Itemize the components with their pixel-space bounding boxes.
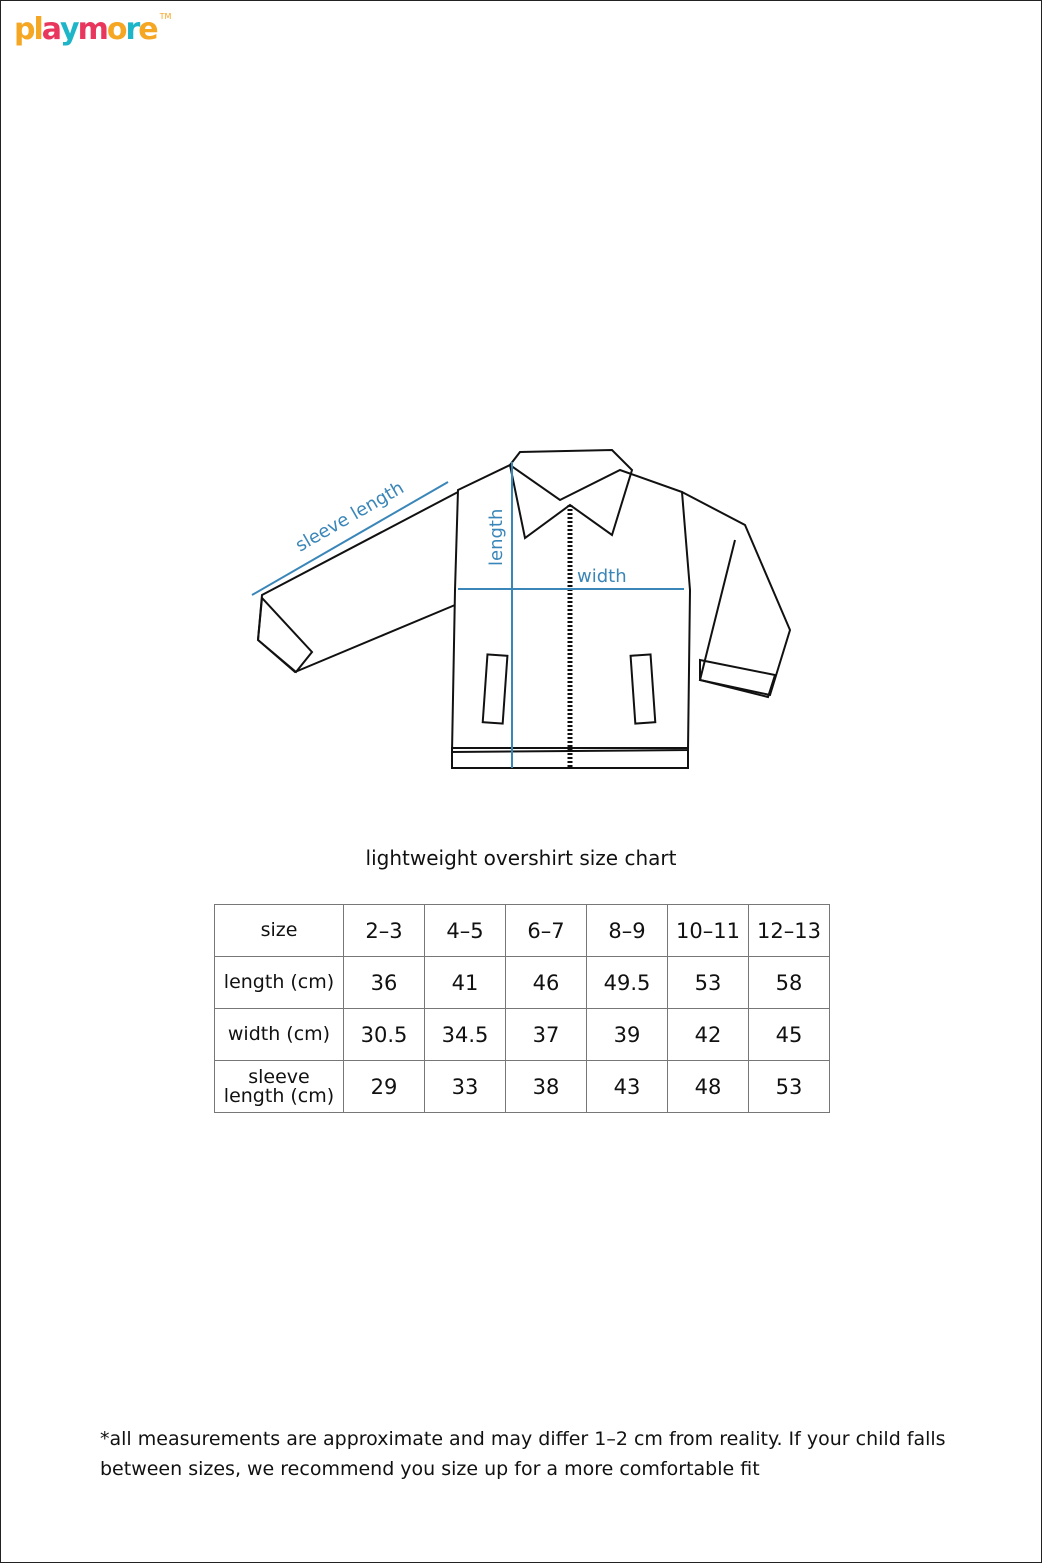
left-pocket <box>481 653 509 725</box>
size-cell: 12–13 <box>748 904 830 957</box>
table-cell: 42 <box>667 1008 749 1061</box>
table-cell: 53 <box>748 1060 830 1113</box>
size-cell: 4–5 <box>424 904 506 957</box>
table-cell: 33 <box>424 1060 506 1113</box>
size-cell: 2–3 <box>343 904 425 957</box>
table-header-row: size 2–3 4–5 6–7 8–9 10–11 12–13 <box>214 904 830 957</box>
size-cell: 10–11 <box>667 904 749 957</box>
table-cell: 49.5 <box>586 956 668 1009</box>
table-cell: 38 <box>505 1060 587 1113</box>
table-cell: 46 <box>505 956 587 1009</box>
table-cell: 43 <box>586 1060 668 1113</box>
table-cell: 39 <box>586 1008 668 1061</box>
logo-letter: o <box>106 12 128 47</box>
logo-letter: a <box>41 12 62 47</box>
table-cell: 29 <box>343 1060 425 1113</box>
row-label: sleeve length (cm) <box>214 1060 344 1113</box>
hem-band <box>451 747 689 769</box>
table-cell: 48 <box>667 1060 749 1113</box>
table-cell: 36 <box>343 956 425 1009</box>
logo-letter: y <box>60 12 80 47</box>
jacket-diagram: sleeve length length width <box>251 448 792 769</box>
table-cell: 53 <box>667 956 749 1009</box>
jacket-body <box>450 463 692 754</box>
size-cell: 6–7 <box>505 904 587 957</box>
sleeve-length-label: sleeve length <box>292 477 408 556</box>
logo-letter: p <box>14 12 36 47</box>
length-label: length <box>486 509 507 566</box>
logo-letter: m <box>77 12 109 47</box>
right-cuff <box>699 658 777 699</box>
logo-letter: r <box>125 12 140 47</box>
header-label: size <box>214 904 344 957</box>
table-row-width: width (cm) 30.5 34.5 37 39 42 45 <box>214 1008 830 1061</box>
table-cell: 41 <box>424 956 506 1009</box>
table-cell: 30.5 <box>343 1008 425 1061</box>
chart-title: lightweight overshirt size chart <box>365 846 677 870</box>
right-pocket <box>629 653 657 725</box>
logo-wrap: playmore TM <box>14 10 171 50</box>
size-chart-table: size 2–3 4–5 6–7 8–9 10–11 12–13 length … <box>214 904 830 1113</box>
collar <box>508 448 634 540</box>
table-cell: 58 <box>748 956 830 1009</box>
table-cell: 45 <box>748 1008 830 1061</box>
left-cuff <box>256 595 314 674</box>
logo-letter: l <box>33 12 43 47</box>
table-cell: 37 <box>505 1008 587 1061</box>
table-row-length: length (cm) 36 41 46 49.5 53 58 <box>214 956 830 1009</box>
trademark: TM <box>159 12 172 21</box>
table-row-sleeve-length: sleeve length (cm) 29 33 38 43 48 53 <box>214 1060 830 1113</box>
size-cell: 8–9 <box>586 904 668 957</box>
row-label: width (cm) <box>214 1008 344 1061</box>
logo-letter: e <box>138 12 158 47</box>
right-sleeve <box>681 491 792 697</box>
width-label: width <box>577 566 627 587</box>
playmore-logo: playmore <box>14 10 159 50</box>
row-label: length (cm) <box>214 956 344 1009</box>
table-cell: 34.5 <box>424 1008 506 1061</box>
footnote: *all measurements are approximate and ma… <box>100 1428 946 1480</box>
sleeve-length-arrow <box>251 481 449 596</box>
